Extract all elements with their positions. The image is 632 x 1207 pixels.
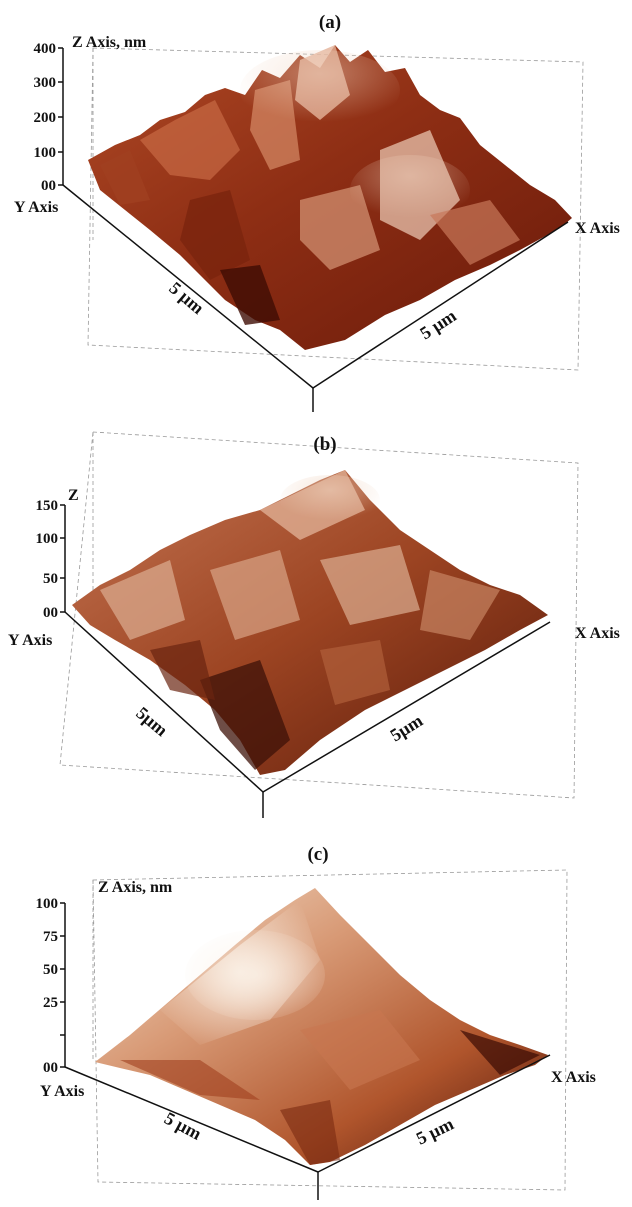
panel-a-y-scale-label: 5 µm xyxy=(165,278,208,318)
panel-c-surface xyxy=(95,888,548,1165)
panel-c-bounding-box xyxy=(92,869,568,1191)
panel-a-surface xyxy=(88,45,572,350)
panel-a-z-tick-3: 100 xyxy=(34,145,57,161)
panel-a-z-axis-label: Z Axis, nm xyxy=(72,34,147,51)
panel-b-label: (b) xyxy=(313,434,336,455)
panel-c-y-axis-label: Y Axis xyxy=(40,1083,84,1100)
panel-b-z-tick-0: 150 xyxy=(36,498,59,514)
panel-b-surface xyxy=(72,470,548,775)
panel-c: (c) Z Axis, nm 100 75 50 25 00 Y Axis X … xyxy=(36,844,596,1200)
panel-c-z-tick-3: 25 xyxy=(43,995,58,1011)
panel-a-z-tick-0: 400 xyxy=(34,41,57,57)
panel-a-y-axis-label: Y Axis xyxy=(14,199,58,216)
panel-c-label: (c) xyxy=(307,844,328,865)
panel-c-y-scale-label: 5 µm xyxy=(161,1108,205,1144)
panel-c-z-axis-label: Z Axis, nm xyxy=(98,879,173,896)
panel-b: (b) Z 150 100 50 00 Y Axis X Axis 5µm 5µ… xyxy=(8,431,620,818)
panel-b-y-scale-label: 5µm xyxy=(132,703,171,740)
panel-a-x-axis-label: X Axis xyxy=(575,220,620,237)
panel-b-x-axis-label: X Axis xyxy=(575,625,620,642)
panel-b-z-tick-1: 100 xyxy=(36,531,59,547)
panel-c-z-tick-1: 75 xyxy=(43,929,58,945)
panel-c-z-tick-4: 00 xyxy=(43,1060,58,1076)
panel-b-axes xyxy=(60,504,551,818)
panel-b-bounding-box xyxy=(59,431,579,799)
panel-a-z-tick-1: 300 xyxy=(34,75,57,91)
panel-c-z-tick-2: 50 xyxy=(43,962,58,978)
panel-b-z-tick-3: 00 xyxy=(43,605,58,621)
panel-a-bounding-box xyxy=(87,47,584,371)
panel-a-z-tick-2: 200 xyxy=(34,110,57,126)
panel-b-z-axis-label: Z xyxy=(68,487,79,504)
panel-a-label: (a) xyxy=(319,12,341,33)
panel-b-z-tick-2: 50 xyxy=(43,571,58,587)
panel-c-z-tick-0: 100 xyxy=(36,896,59,912)
panel-c-axes xyxy=(60,902,551,1200)
panel-b-y-axis-label: Y Axis xyxy=(8,632,52,649)
panel-a-axes xyxy=(58,47,569,412)
panel-c-x-axis-label: X Axis xyxy=(551,1069,596,1086)
panel-c-x-scale-label: 5 µm xyxy=(413,1114,457,1149)
panel-a-x-scale-label: 5 µm xyxy=(416,305,459,343)
panel-a-z-tick-4: 00 xyxy=(41,178,56,194)
panel-a: (a) Z Axis, nm 400 300 200 100 00 Y Axis… xyxy=(14,12,620,412)
